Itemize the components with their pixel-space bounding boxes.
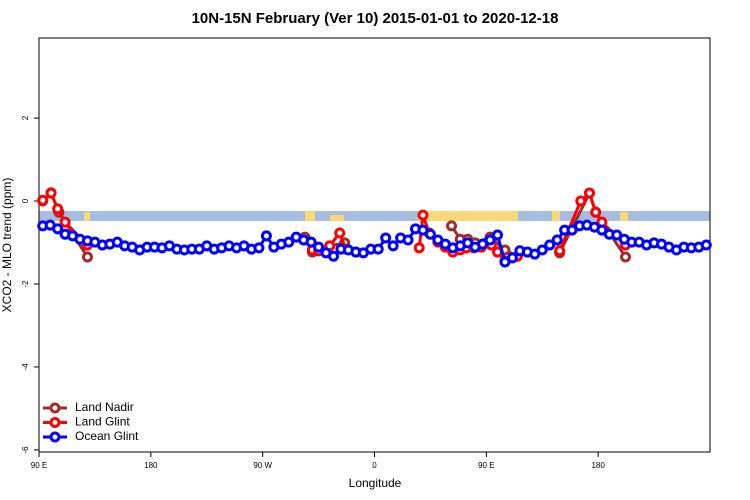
x-tick-label: 0 bbox=[372, 461, 377, 470]
point bbox=[283, 236, 295, 248]
land-band bbox=[620, 212, 628, 221]
y-tick-label: -6 bbox=[21, 446, 30, 454]
y-tick-label: 0 bbox=[21, 198, 30, 203]
point bbox=[492, 229, 504, 241]
x-tick-label: 180 bbox=[144, 461, 158, 470]
series bbox=[37, 219, 712, 268]
x-axis-label: Longitude bbox=[349, 476, 402, 490]
point bbox=[700, 239, 712, 251]
point bbox=[590, 206, 602, 218]
x-tick-label: 90 E bbox=[478, 461, 494, 470]
point bbox=[37, 194, 49, 206]
land-band bbox=[418, 211, 518, 221]
point bbox=[253, 242, 265, 254]
point bbox=[81, 251, 93, 263]
point bbox=[446, 220, 458, 232]
point bbox=[313, 241, 325, 253]
point bbox=[387, 240, 399, 252]
legend-symbol bbox=[49, 417, 61, 428]
point bbox=[52, 203, 64, 215]
legend-symbol bbox=[49, 402, 61, 414]
point bbox=[305, 236, 317, 248]
point bbox=[417, 209, 429, 221]
land-band bbox=[552, 211, 560, 221]
point bbox=[413, 242, 425, 254]
y-tick-label: -4 bbox=[21, 363, 30, 371]
point bbox=[424, 228, 436, 240]
chart-title: 10N-15N February (Ver 10) 2015-01-01 to … bbox=[192, 10, 559, 27]
y-axis-label: XCO2 - MLO trend (ppm) bbox=[0, 178, 14, 313]
land-band bbox=[330, 215, 344, 221]
legend-label: Ocean Glint bbox=[75, 429, 139, 443]
legend-label: Land Nadir bbox=[75, 400, 134, 414]
land-band bbox=[84, 212, 90, 221]
point bbox=[372, 243, 384, 255]
point bbox=[620, 251, 632, 263]
point bbox=[380, 232, 392, 244]
point bbox=[52, 223, 64, 235]
legend-symbol bbox=[49, 431, 61, 443]
y-tick-label: -2 bbox=[21, 280, 30, 288]
point bbox=[544, 239, 556, 251]
point bbox=[551, 234, 563, 246]
point bbox=[260, 230, 272, 242]
point bbox=[583, 187, 595, 199]
x-tick-label: 90 W bbox=[253, 461, 272, 470]
point bbox=[484, 234, 496, 246]
point bbox=[554, 245, 566, 257]
point bbox=[536, 244, 548, 256]
x-tick-label: 90 E bbox=[31, 461, 47, 470]
point bbox=[45, 187, 57, 199]
point bbox=[402, 234, 414, 246]
land-band bbox=[305, 211, 315, 221]
y-tick-label: 2 bbox=[21, 115, 30, 120]
ocean-band bbox=[39, 211, 710, 221]
map-strip bbox=[39, 211, 710, 221]
point bbox=[334, 227, 346, 239]
point bbox=[575, 195, 587, 207]
point bbox=[59, 216, 71, 228]
point bbox=[327, 250, 339, 262]
x-tick-label: 180 bbox=[591, 461, 605, 470]
point bbox=[506, 252, 518, 264]
legend-label: Land Glint bbox=[75, 415, 130, 429]
